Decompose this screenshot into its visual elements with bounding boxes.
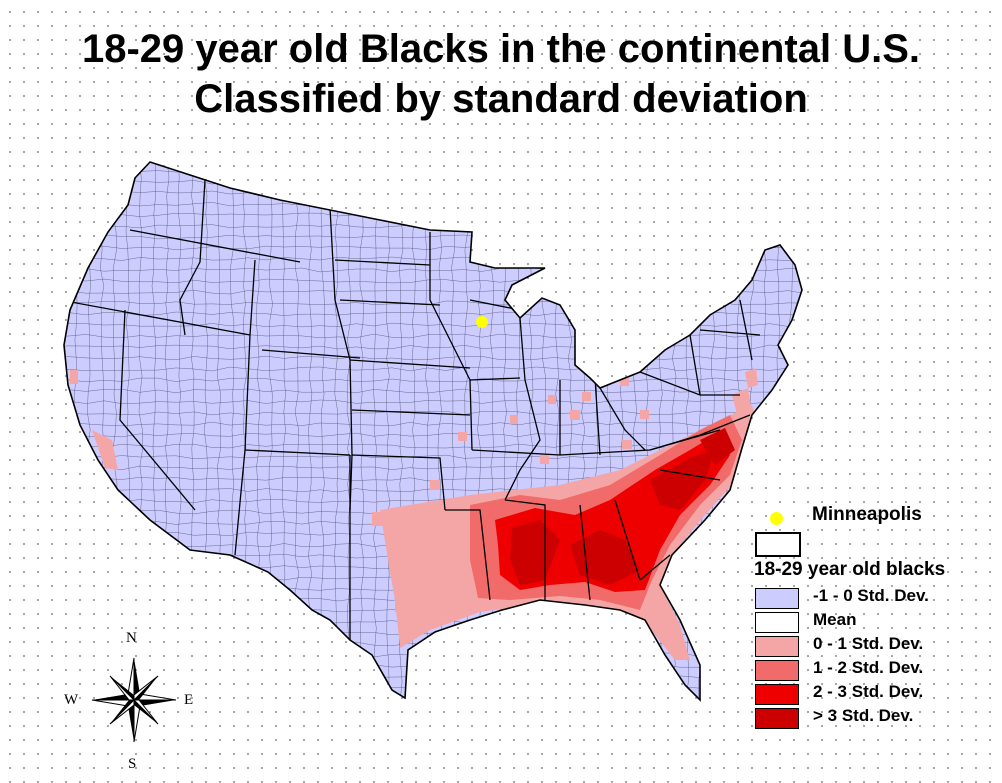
- legend-title: 18-29 year old blacks: [754, 559, 946, 580]
- compass-rose: N S E W: [64, 628, 204, 778]
- legend-swatch: [755, 636, 799, 657]
- legend-class-label: 2 - 3 Std. Dev.: [813, 682, 924, 701]
- minneapolis-symbol: [770, 512, 783, 525]
- legend-class-row: 1 - 2 Std. Dev.: [755, 658, 995, 682]
- legend-class-label: -1 - 0 Std. Dev.: [813, 586, 929, 605]
- legend-class-row: > 3 Std. Dev.: [755, 706, 995, 730]
- compass-east-label: E: [184, 692, 194, 708]
- legend-swatch: [755, 588, 799, 609]
- compass-south-label: S: [128, 756, 137, 772]
- legend-class-label: 1 - 2 Std. Dev.: [813, 658, 924, 677]
- legend-marker-label: Minneapolis: [812, 504, 922, 525]
- legend-class-label: Mean: [813, 610, 857, 629]
- minneapolis-marker: [476, 316, 488, 328]
- legend-swatch: [755, 612, 799, 633]
- compass-west-label: W: [64, 692, 79, 708]
- legend-swatch: [755, 708, 799, 729]
- legend-class-row: 0 - 1 Std. Dev.: [755, 634, 995, 658]
- legend-swatch: [755, 684, 799, 705]
- county-layer: [64, 162, 802, 700]
- legend-class-label: 0 - 1 Std. Dev.: [813, 634, 924, 653]
- title-line-2: Classified by standard deviation: [194, 77, 808, 121]
- legend-class-row: 2 - 3 Std. Dev.: [755, 682, 995, 706]
- legend-swatch: [755, 660, 799, 681]
- map-title: 18-29 year old Blacks in the continental…: [0, 24, 1002, 124]
- legend-empty-swatch: [755, 532, 801, 557]
- compass-star-icon: [91, 657, 177, 743]
- legend-class-row: Mean: [755, 610, 995, 634]
- legend-class-row: -1 - 0 Std. Dev.: [755, 586, 995, 610]
- title-line-1: 18-29 year old Blacks in the continental…: [81, 27, 921, 71]
- compass-north-label: N: [126, 630, 137, 646]
- state-borders: [64, 179, 761, 640]
- high-density-region: [70, 352, 760, 660]
- legend-class-label: > 3 Std. Dev.: [813, 706, 914, 725]
